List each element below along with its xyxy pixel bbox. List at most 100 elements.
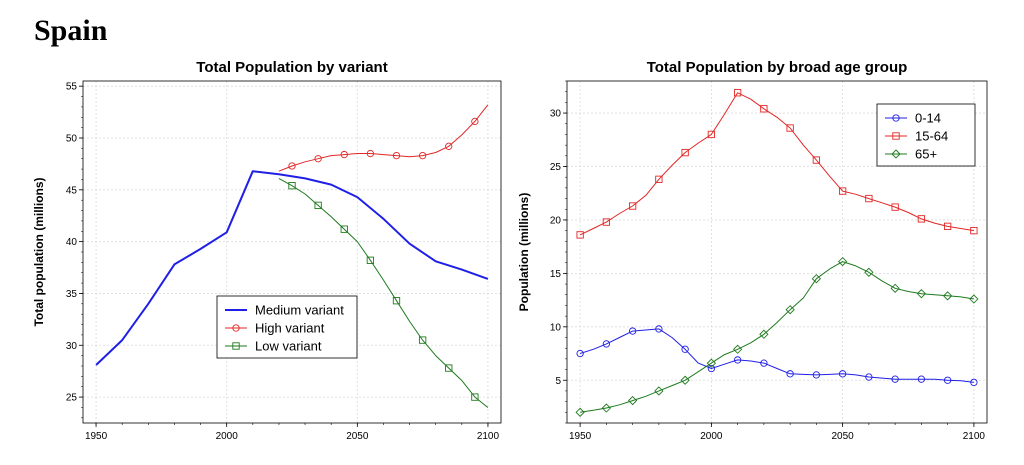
data-point-0-14: [707, 364, 716, 373]
data-point-65: [654, 386, 664, 396]
data-point-0-14: [628, 327, 637, 335]
y-axis-label: Population (millions): [517, 193, 531, 312]
y-tick-label: 20: [550, 215, 562, 226]
legend-label-low-variant: Low variant: [255, 339, 322, 354]
legend-marker-65: [891, 149, 901, 159]
x-tick-label: 2100: [963, 431, 986, 442]
data-point-15-64: [786, 124, 794, 132]
series-line-medium-variant: [95, 170, 489, 366]
x-tick-label: 2000: [700, 431, 723, 442]
legend-label-65: 65+: [915, 147, 937, 162]
data-point-0-14: [576, 349, 584, 358]
data-point-high-variant: [314, 155, 322, 163]
series-line-15-64: [579, 92, 974, 236]
series-line-65: [580, 261, 974, 413]
legend-label-high-variant: High variant: [255, 321, 325, 336]
y-tick-label: 10: [550, 322, 562, 333]
y-tick-label: 25: [550, 162, 562, 173]
data-point-0-14: [681, 345, 689, 353]
series-low-variant: [278, 177, 489, 408]
data-point-high-variant: [471, 117, 479, 126]
data-point-15-64: [576, 231, 584, 239]
series-high-variant: [278, 104, 489, 172]
x-tick-label: 1950: [569, 431, 592, 442]
data-point-65: [969, 294, 979, 304]
data-point-65: [785, 305, 795, 315]
legend: 0-14 15-64 65+: [876, 103, 976, 167]
data-point-low-variant: [314, 201, 322, 210]
legend-label-0-14: 0-14: [915, 111, 941, 126]
data-point-0-14: [760, 359, 768, 367]
data-point-high-variant: [445, 142, 453, 150]
y-tick-label: 30: [550, 109, 562, 120]
data-point-65: [890, 283, 900, 293]
data-point-65: [601, 403, 612, 413]
data-point-high-variant: [392, 151, 401, 160]
data-point-65: [837, 256, 848, 267]
data-point-15-64: [733, 89, 742, 97]
data-point-low-variant: [392, 297, 401, 305]
x-tick-label: 1950: [85, 431, 108, 442]
data-point-65: [811, 274, 822, 284]
legend: Medium variant High variant Low variant: [216, 295, 358, 359]
data-point-0-14: [917, 375, 926, 383]
y-tick-label: 55: [66, 82, 78, 93]
y-tick-label: 5: [555, 376, 561, 387]
data-point-15-64: [891, 203, 899, 211]
y-tick-label: 35: [66, 289, 78, 300]
legend-label-15-64: 15-64: [915, 129, 948, 144]
data-point-65: [759, 329, 769, 339]
legend-label-medium-variant: Medium variant: [255, 303, 344, 318]
data-point-0-14: [970, 378, 978, 387]
data-point-0-14: [943, 376, 952, 384]
y-tick-label: 25: [66, 393, 78, 404]
data-point-high-variant: [366, 149, 375, 158]
data-point-65: [575, 407, 585, 417]
data-point-15-64: [970, 226, 978, 235]
data-point-15-64: [917, 215, 926, 223]
data-point-high-variant: [288, 162, 296, 170]
series-medium-variant: [95, 170, 489, 366]
page-title: Spain: [34, 14, 108, 47]
y-tick-label: 50: [66, 134, 78, 145]
series-line-0-14: [579, 328, 974, 383]
chart-title: Total Population by variant: [196, 59, 387, 76]
data-point-65: [942, 291, 953, 301]
legend-marker-low-variant: [232, 342, 240, 350]
data-point-15-64: [681, 148, 689, 157]
data-point-15-64: [707, 130, 716, 139]
data-point-15-64: [655, 175, 663, 183]
x-tick-label: 2050: [832, 431, 855, 442]
data-point-0-14: [838, 370, 847, 378]
series-line-low-variant: [278, 177, 489, 408]
x-tick-label: 2100: [477, 431, 500, 442]
data-point-65: [916, 289, 927, 299]
data-point-15-64: [760, 105, 768, 113]
data-point-0-14: [602, 340, 611, 348]
data-point-65: [864, 267, 874, 277]
data-point-15-64: [865, 194, 873, 203]
data-point-high-variant: [340, 150, 348, 159]
data-point-0-14: [891, 375, 899, 383]
y-tick-label: 30: [66, 341, 78, 352]
data-point-low-variant: [288, 182, 296, 190]
y-tick-label: 45: [66, 185, 78, 196]
y-tick-label: 15: [550, 269, 562, 280]
series-0-14: [576, 325, 978, 387]
y-axis-label: Total population (millions): [32, 177, 46, 326]
y-tick-label: 40: [66, 237, 78, 248]
data-point-0-14: [733, 356, 742, 364]
series-15-64: [576, 89, 978, 239]
data-point-65: [732, 344, 743, 354]
data-point-low-variant: [445, 364, 453, 372]
data-point-0-14: [655, 325, 663, 333]
x-tick-label: 2000: [216, 431, 239, 442]
data-point-0-14: [786, 370, 794, 378]
data-point-low-variant: [340, 225, 348, 233]
data-point-65: [706, 358, 717, 368]
chart-title: Total Population by broad age group: [647, 59, 908, 76]
legend-box: [216, 295, 358, 359]
data-point-65: [627, 395, 638, 406]
